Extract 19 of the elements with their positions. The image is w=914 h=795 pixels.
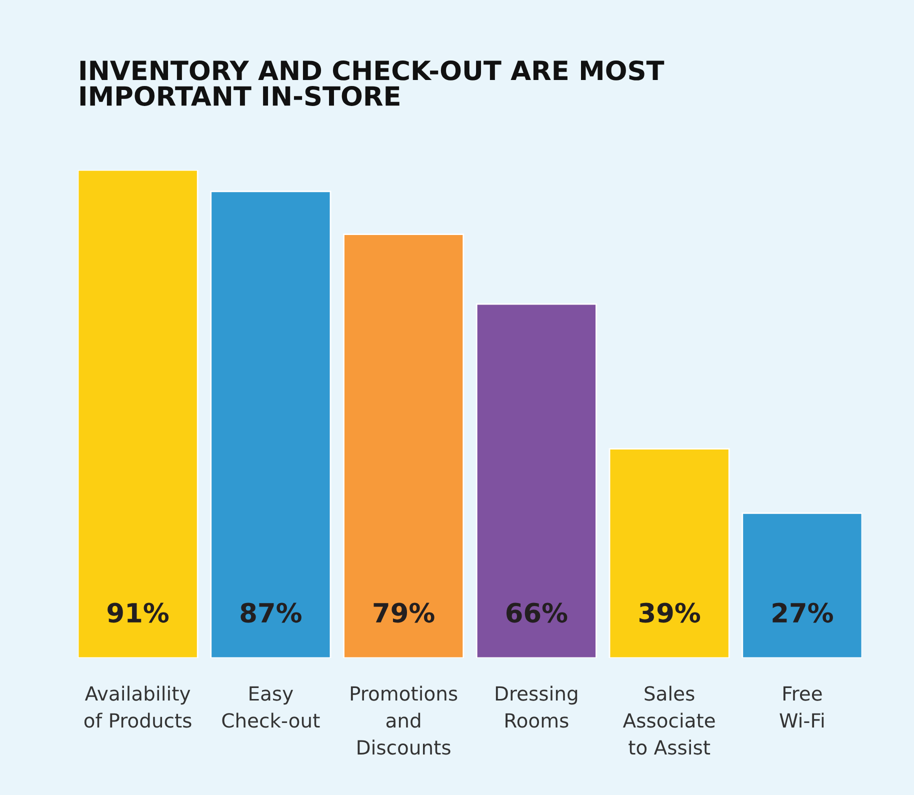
bar bbox=[78, 170, 198, 658]
x-tick-label: Promotions and Discounts bbox=[350, 686, 458, 755]
x-tick-label: Availability of Products bbox=[84, 686, 192, 728]
data-label: 39% bbox=[640, 602, 700, 623]
data-label: 87% bbox=[240, 602, 302, 623]
data-label: 91% bbox=[108, 602, 169, 623]
x-tick-label: Free Wi-Fi bbox=[780, 686, 824, 728]
x-tick-label: Dressing Rooms bbox=[496, 686, 578, 728]
bar bbox=[608, 448, 730, 658]
data-label: 79% bbox=[374, 602, 434, 623]
chart-title: INVENTORY AND CHECK-OUT ARE MOST IMPORTANT IN-STORE bbox=[80, 60, 664, 106]
bar bbox=[210, 190, 332, 658]
bar bbox=[343, 234, 464, 658]
x-tick-label: Easy Check-out bbox=[222, 686, 320, 728]
data-label: 27% bbox=[772, 602, 833, 623]
bar bbox=[742, 512, 862, 658]
x-tick-label: Sales Associate to Assist bbox=[622, 686, 715, 755]
data-label: 66% bbox=[506, 602, 568, 623]
bar bbox=[476, 303, 597, 658]
